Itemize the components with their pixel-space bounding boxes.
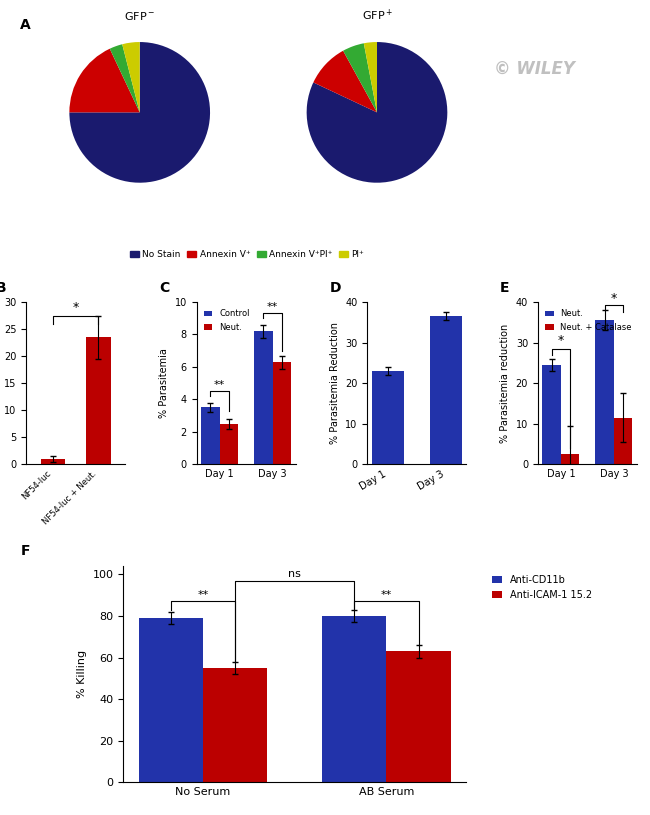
Title: GFP$^-$: GFP$^-$ [124,11,155,22]
Legend: No Stain, Annexin V⁺, Annexin V⁺PI⁺, PI⁺: No Stain, Annexin V⁺, Annexin V⁺PI⁺, PI⁺ [126,247,368,262]
Bar [430,316,462,465]
Bar [372,371,404,465]
Text: **: ** [214,380,226,390]
Text: **: ** [267,302,278,311]
Text: ns: ns [289,570,301,579]
Text: D: D [330,281,341,295]
Bar [273,362,291,465]
Bar [220,424,239,465]
Wedge shape [307,42,447,183]
Bar [542,365,561,465]
Wedge shape [364,42,377,112]
Bar [561,454,579,465]
Text: *: * [558,333,564,346]
Legend: Control, Neut.: Control, Neut. [201,306,253,335]
Wedge shape [122,42,140,112]
Bar [595,320,614,465]
Bar [387,651,450,782]
Bar [254,331,273,465]
Bar [139,618,203,782]
Text: © WILEY: © WILEY [494,59,575,77]
Text: A: A [20,18,31,32]
Wedge shape [313,51,377,112]
Wedge shape [70,49,140,112]
Bar [86,337,110,465]
Text: B: B [0,281,7,295]
Bar [201,408,220,465]
Bar [41,459,66,465]
Text: *: * [72,302,79,315]
Bar [203,668,267,782]
Text: F: F [20,544,30,558]
Legend: Anti-CD11b, Anti-ICAM-1 15.2: Anti-CD11b, Anti-ICAM-1 15.2 [488,570,595,603]
Wedge shape [110,44,140,112]
Text: **: ** [198,590,209,601]
Text: **: ** [381,590,392,601]
Text: E: E [500,281,510,295]
Bar [322,616,387,782]
Bar [614,417,632,465]
Text: C: C [159,281,169,295]
Wedge shape [343,43,377,112]
Y-axis label: % Parasitemia reduction: % Parasitemia reduction [500,324,510,443]
Text: *: * [611,292,617,305]
Y-axis label: % Killing: % Killing [77,650,87,698]
Wedge shape [70,42,210,183]
Title: GFP$^+$: GFP$^+$ [361,8,393,24]
Legend: Neut., Neut. + Catalase: Neut., Neut. + Catalase [542,306,635,335]
Y-axis label: % Parasitemia: % Parasitemia [159,348,169,418]
Y-axis label: % Parasitemia Reduction: % Parasitemia Reduction [330,322,339,444]
